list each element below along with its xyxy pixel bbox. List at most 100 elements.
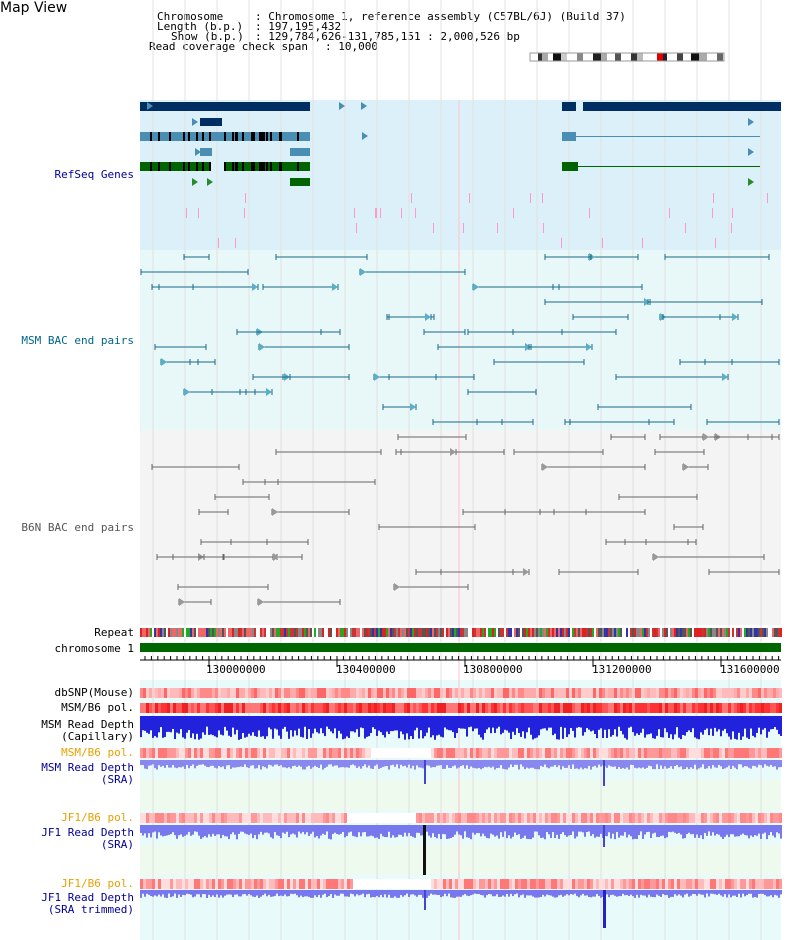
depth-bar [458, 825, 460, 835]
ideogram-outline [529, 52, 725, 62]
depth-bar [764, 890, 766, 896]
depth-bar [618, 890, 620, 897]
depth-bar [516, 890, 518, 894]
heat-cell [443, 688, 446, 698]
track-label-b6n-bac[interactable]: B6N BAC end pairs [21, 521, 134, 534]
depth-bar [464, 890, 466, 895]
track-label-jf1-depth[interactable]: JF1 Read Depth [41, 826, 134, 839]
track-label-msm-b6-pol-2[interactable]: MSM/B6 pol. [61, 746, 134, 759]
heat-cell [743, 748, 746, 758]
depth-bar [638, 716, 640, 735]
depth-bar [614, 825, 616, 840]
heat-cell [410, 813, 413, 823]
depth-bar [644, 716, 646, 738]
heat-cell [731, 748, 734, 758]
repeat-mark [292, 628, 294, 637]
heat-cell [644, 813, 647, 823]
depth-bar [752, 716, 754, 736]
track-label-jf1-b6-pol-1[interactable]: JF1/B6 pol. [61, 811, 134, 824]
depth-bar [344, 825, 346, 838]
depth-bar [444, 716, 446, 728]
depth-bar [266, 890, 268, 897]
heat-cell [584, 813, 587, 823]
depth-bar [204, 760, 206, 766]
heat-cell [743, 813, 746, 823]
repeat-mark [350, 628, 352, 637]
depth-bar [300, 825, 302, 834]
heat-cell [764, 748, 767, 758]
heat-cell [719, 879, 722, 889]
depth-bar [580, 890, 582, 896]
heat-cell [668, 703, 671, 713]
repeat-mark [574, 628, 576, 637]
repeat-mark [534, 628, 536, 637]
depth-bar [554, 890, 556, 898]
track-label-msm-depth-cap[interactable]: MSM Read Depth [41, 718, 134, 731]
heat-cell [329, 703, 332, 713]
depth-bar [666, 716, 668, 733]
depth-bar [286, 760, 288, 769]
depth-bar [638, 825, 640, 836]
depth-bar [516, 825, 518, 836]
heat-cell [158, 703, 161, 713]
depth-bar [606, 716, 608, 738]
heat-cell [671, 879, 674, 889]
repeat-mark [564, 628, 566, 637]
depth-bar [312, 825, 314, 832]
track-label-dbsnp[interactable]: dbSNP(Mouse) [54, 686, 134, 699]
depth-bar [224, 760, 226, 770]
depth-bar [728, 716, 730, 737]
snp-mark [669, 208, 670, 218]
track-label-refseq[interactable]: RefSeq Genes [54, 168, 134, 181]
depth-bar [174, 890, 176, 894]
depth-bar [542, 825, 544, 838]
depth-bar [684, 825, 686, 839]
track-label-jf1-depth-trim[interactable]: JF1 Read Depth [41, 891, 134, 904]
heat-cell [572, 688, 575, 698]
heat-cell [146, 748, 149, 758]
track-label-msm-bac[interactable]: MSM BAC end pairs [21, 334, 134, 347]
depth-bar [208, 890, 210, 895]
heat-cell [713, 748, 716, 758]
gene-exon-mark [253, 132, 255, 141]
depth-bar [572, 890, 574, 895]
heat-cell [209, 688, 212, 698]
depth-bar [594, 760, 596, 766]
track-label-repeat[interactable]: Repeat [94, 626, 134, 639]
depth-bar [218, 716, 220, 731]
heat-cell [518, 748, 521, 758]
repeat-mark [188, 628, 190, 637]
depth-bar [476, 716, 478, 729]
track-label-msm-b6-pol-1[interactable]: MSM/B6 pol. [61, 701, 134, 714]
heat-cell [425, 688, 428, 698]
depth-bar [562, 825, 564, 833]
depth-bar [764, 760, 766, 765]
heat-cell [494, 688, 497, 698]
depth-bar [770, 760, 772, 765]
track-label-jf1-b6-pol-2[interactable]: JF1/B6 pol. [61, 877, 134, 890]
depth-bar [638, 890, 640, 898]
heat-cell [746, 703, 749, 713]
depth-bar [352, 825, 354, 836]
repeat-mark [228, 628, 230, 637]
repeat-mark [318, 628, 320, 637]
depth-bar [738, 760, 740, 765]
depth-bar [394, 825, 396, 838]
depth-bar [716, 825, 718, 834]
depth-bar [504, 760, 506, 770]
track-label-msm-depth-sra[interactable]: MSM Read Depth [41, 761, 134, 774]
depth-bar [582, 890, 584, 894]
depth-bar [596, 825, 598, 837]
depth-bar [230, 825, 232, 835]
heat-cell [419, 703, 422, 713]
depth-bar [396, 890, 398, 898]
heat-cell [401, 813, 404, 823]
heat-cell [713, 703, 716, 713]
depth-bar [420, 890, 422, 895]
depth-bar [650, 716, 652, 734]
gene-exon-mark [209, 162, 211, 171]
depth-bar [750, 716, 752, 729]
depth-bar [600, 825, 602, 834]
repeat-mark [282, 628, 284, 637]
